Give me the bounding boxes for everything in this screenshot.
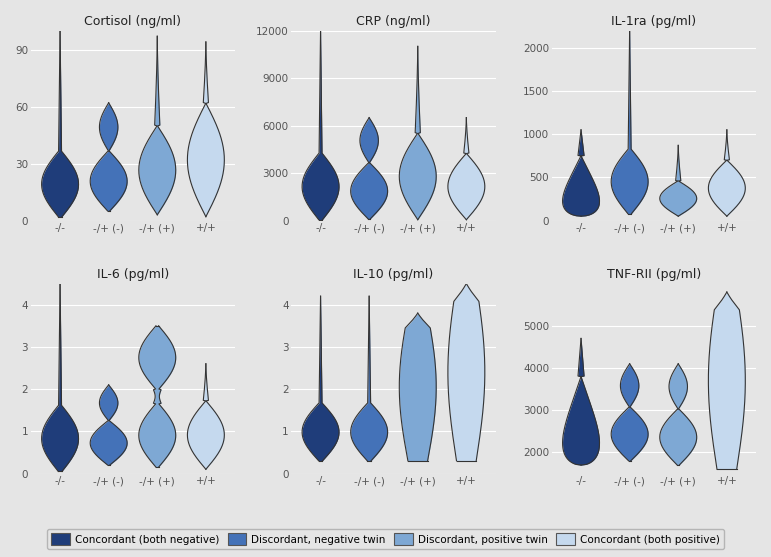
Title: CRP (ng/ml): CRP (ng/ml) <box>356 15 431 28</box>
Title: TNF-RII (pg/ml): TNF-RII (pg/ml) <box>607 268 701 281</box>
Legend: Concordant (both negative), Discordant, negative twin, Discordant, positive twin: Concordant (both negative), Discordant, … <box>47 529 724 549</box>
Title: IL-1ra (pg/ml): IL-1ra (pg/ml) <box>611 15 696 28</box>
Title: IL-10 (pg/ml): IL-10 (pg/ml) <box>353 268 433 281</box>
Title: Cortisol (ng/ml): Cortisol (ng/ml) <box>85 15 181 28</box>
Title: IL-6 (pg/ml): IL-6 (pg/ml) <box>97 268 169 281</box>
